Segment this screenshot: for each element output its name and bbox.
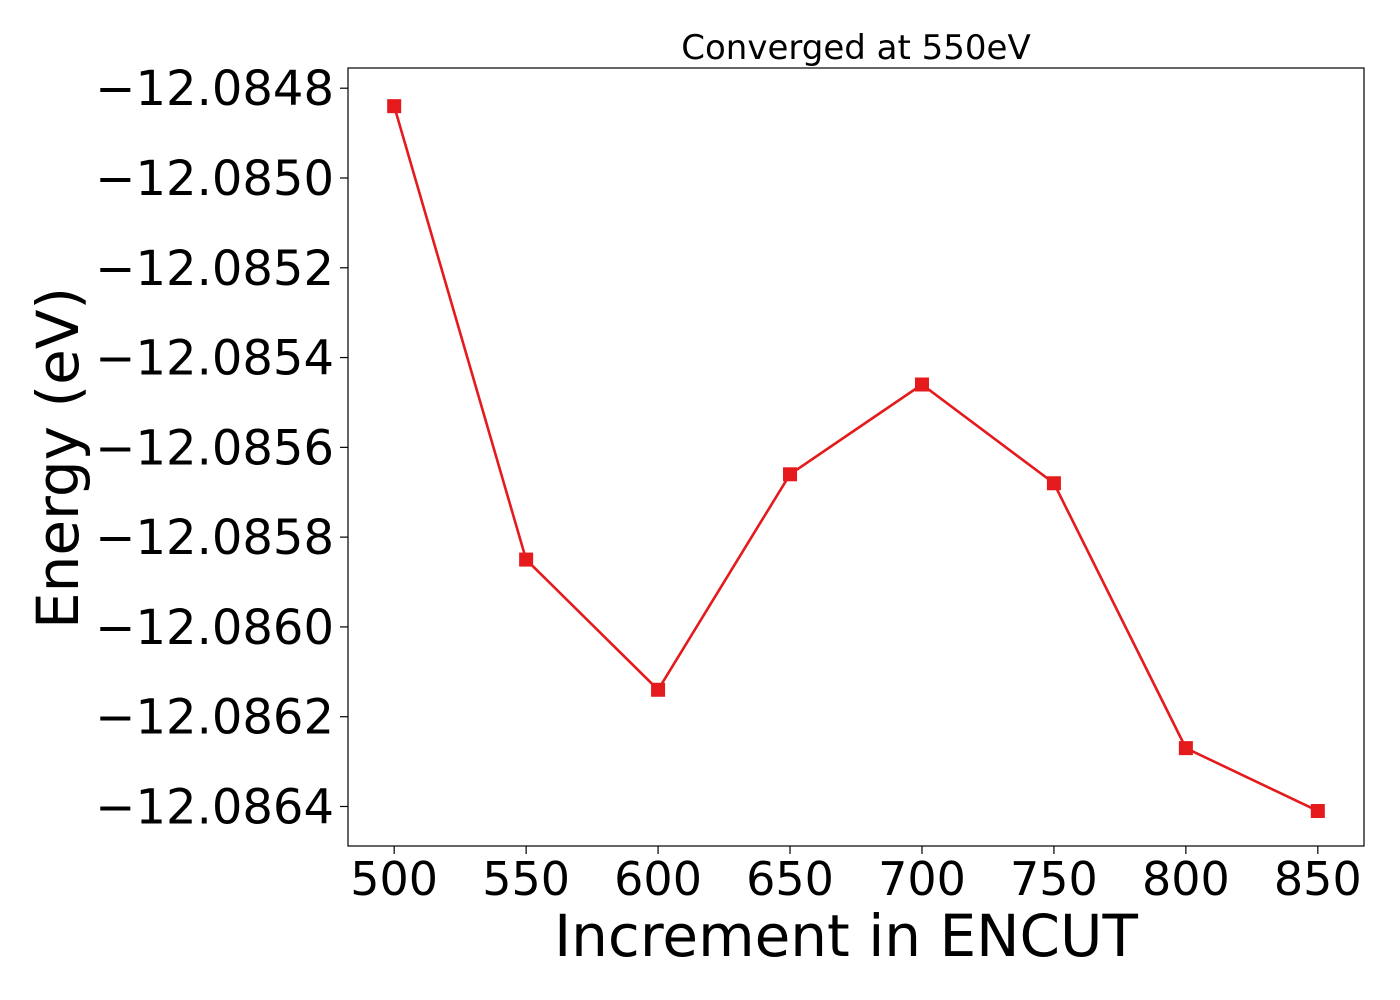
y-tick-label: −12.0850	[95, 151, 334, 207]
y-tick-label: −12.0854	[95, 331, 334, 387]
y-tick-label: −12.0862	[95, 690, 334, 746]
x-tick-label: 650	[746, 852, 834, 906]
chart-title: Converged at 550eV	[681, 28, 1030, 68]
y-tick-label: −12.0856	[95, 420, 334, 476]
x-tick-label: 700	[878, 852, 966, 906]
data-point-marker	[519, 552, 534, 567]
data-point-marker	[914, 377, 929, 392]
x-tick-label: 600	[614, 852, 702, 906]
data-point-marker	[651, 682, 666, 697]
x-tick-label: 800	[1142, 852, 1230, 906]
x-tick-label: 750	[1010, 852, 1098, 906]
data-point-marker	[1178, 741, 1193, 756]
y-axis-label: Energy (eV)	[24, 287, 92, 629]
x-tick-label: 500	[350, 852, 438, 906]
y-tick-label: −12.0864	[95, 779, 334, 835]
data-point-marker	[783, 467, 798, 482]
x-tick-label: 550	[482, 852, 570, 906]
y-tick-label: −12.0858	[95, 510, 334, 566]
y-tick-label: −12.0860	[95, 600, 334, 656]
x-tick-label: 850	[1274, 852, 1362, 906]
series-line	[392, 105, 1319, 813]
plot-frame	[347, 67, 1365, 847]
y-tick-label: −12.0848	[95, 61, 334, 117]
data-point-marker	[1046, 476, 1061, 491]
y-tick-label: −12.0852	[95, 241, 334, 297]
x-axis-label: Increment in ENCUT	[554, 902, 1138, 970]
plot-area: 500 550 600 650 700 750 800 850 −12.0848 −12.0850…	[95, 61, 1365, 906]
data-point-marker	[1310, 803, 1325, 818]
data-point-marker	[387, 99, 402, 114]
